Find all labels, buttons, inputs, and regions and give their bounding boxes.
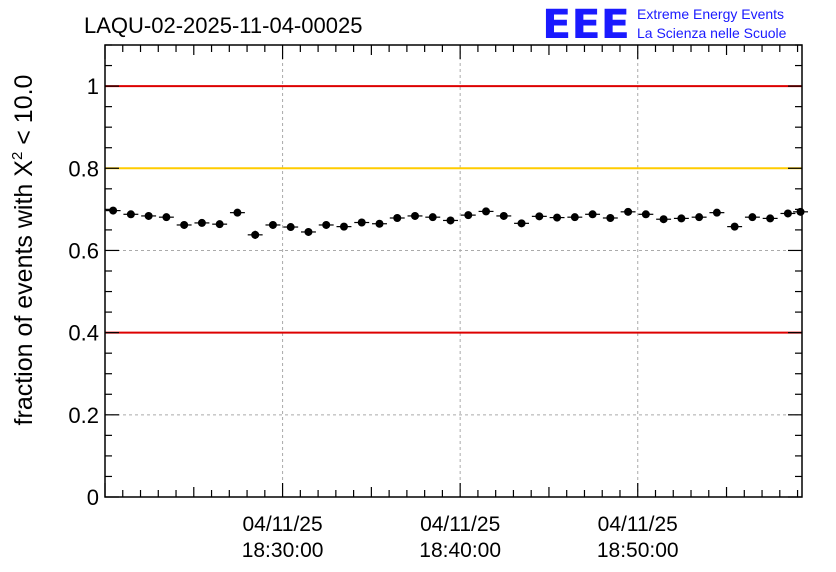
data-point xyxy=(339,222,348,231)
data-point xyxy=(499,211,508,220)
data-point xyxy=(446,216,455,225)
data-point xyxy=(659,215,668,224)
data-point xyxy=(677,214,686,223)
data-point xyxy=(126,210,135,219)
y-tick-label: 0.6 xyxy=(68,238,99,263)
data-point xyxy=(535,212,544,221)
data-point xyxy=(375,219,384,228)
data-point xyxy=(233,208,242,217)
data-point xyxy=(180,220,189,229)
axes: 0 0.2 0.4 0.6 0.8 1 04/11/25 18:30:00 04/11/25 18… xyxy=(68,44,803,562)
logo-line2: La Scienza nelle Scuole xyxy=(637,25,787,41)
data-point xyxy=(641,210,650,219)
y-tick-label: 0.4 xyxy=(68,321,99,346)
x-tick-label-date: 04/11/25 xyxy=(242,513,322,536)
data-point xyxy=(712,208,721,217)
data-point xyxy=(428,213,437,222)
data-point xyxy=(304,227,313,236)
eee-logo: EEE Extreme Energy Events La Scienza nel… xyxy=(542,2,787,48)
data-point xyxy=(197,218,206,227)
y-axis-label: fraction of events with X2 < 10.0 xyxy=(9,75,38,426)
y-tick-label: 0.8 xyxy=(68,156,99,181)
data-point xyxy=(215,220,224,229)
data-point xyxy=(322,220,331,229)
x-tick-label-time: 18:40:00 xyxy=(419,539,501,562)
logo-mark: EEE xyxy=(542,2,630,48)
x-tick-label-time: 18:50:00 xyxy=(597,539,679,562)
data-point xyxy=(464,211,473,220)
data-point xyxy=(393,213,402,222)
data-point xyxy=(517,219,526,228)
data-point xyxy=(730,222,739,231)
data-point xyxy=(766,214,775,223)
data-point xyxy=(357,218,366,227)
data-point xyxy=(162,213,171,222)
reference-lines xyxy=(105,85,802,334)
data-point xyxy=(482,207,491,216)
x-tick-label-date: 04/11/25 xyxy=(598,513,678,536)
data-point xyxy=(144,211,153,220)
y-tick-label: 0.2 xyxy=(68,403,99,428)
x-tick-label-date: 04/11/25 xyxy=(420,513,500,536)
chart-title: LAQU-02-2025-11-04-00025 xyxy=(84,13,362,38)
data-point xyxy=(109,206,118,215)
data-point xyxy=(695,213,704,222)
x-tick-label-time: 18:30:00 xyxy=(242,539,324,562)
logo-line1: Extreme Energy Events xyxy=(637,6,784,22)
y-tick-label: 0 xyxy=(87,485,99,510)
data-point xyxy=(570,213,579,222)
data-point xyxy=(606,213,615,222)
data-point xyxy=(268,220,277,229)
data-point xyxy=(748,213,757,222)
data-point xyxy=(553,213,562,222)
data-point xyxy=(286,223,295,232)
data-point xyxy=(624,207,633,216)
data-point xyxy=(411,211,420,220)
y-tick-label: 1 xyxy=(87,74,99,99)
data-point xyxy=(588,210,597,219)
data-point xyxy=(783,209,792,218)
data-point xyxy=(251,230,260,239)
